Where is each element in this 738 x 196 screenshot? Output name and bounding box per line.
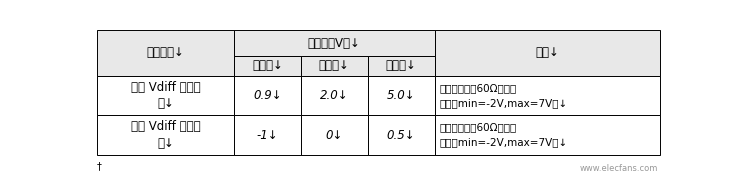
Bar bbox=[234, 115, 301, 155]
Bar bbox=[368, 115, 435, 155]
Text: 2.0↓: 2.0↓ bbox=[320, 89, 348, 102]
Bar bbox=[368, 76, 435, 115]
Text: 显性 Vdiff 输入电: 显性 Vdiff 输入电 bbox=[131, 81, 200, 94]
Bar bbox=[435, 115, 660, 155]
Text: 压↓: 压↓ bbox=[157, 97, 174, 110]
Text: 电压（min=-2V,max=7V）↓: 电压（min=-2V,max=7V）↓ bbox=[439, 138, 568, 148]
Text: 隐性 Vdiff 输入电: 隐性 Vdiff 输入电 bbox=[131, 120, 200, 133]
Bar bbox=[435, 30, 660, 76]
Bar bbox=[234, 56, 301, 76]
Text: 测试値（V）↓: 测试値（V）↓ bbox=[308, 37, 361, 50]
Text: 5.0↓: 5.0↓ bbox=[387, 89, 415, 102]
Bar bbox=[301, 115, 368, 155]
Text: www.elecfans.com: www.elecfans.com bbox=[580, 164, 658, 173]
Text: †: † bbox=[97, 162, 102, 172]
Text: 电压（min=-2V,max=7V）↓: 电压（min=-2V,max=7V）↓ bbox=[439, 98, 568, 108]
Text: 典型値↓: 典型値↓ bbox=[319, 59, 350, 72]
Text: 0↓: 0↓ bbox=[325, 129, 343, 142]
Text: -1↓: -1↓ bbox=[257, 129, 278, 142]
Bar bbox=[301, 56, 368, 76]
Bar bbox=[301, 76, 368, 115]
Text: 最小値↓: 最小値↓ bbox=[252, 59, 283, 72]
Text: 测试参数↓: 测试参数↓ bbox=[146, 46, 184, 59]
Bar bbox=[234, 30, 435, 56]
Text: 0.9↓: 0.9↓ bbox=[253, 89, 282, 102]
Bar bbox=[368, 56, 435, 76]
Text: 条件↓: 条件↓ bbox=[535, 46, 559, 59]
Bar bbox=[435, 76, 660, 115]
Text: 总线负载电阶60Ω，共模: 总线负载电阶60Ω，共模 bbox=[439, 83, 517, 93]
Bar bbox=[97, 76, 234, 115]
Text: 最大値↓: 最大値↓ bbox=[386, 59, 416, 72]
Bar bbox=[97, 115, 234, 155]
Text: 0.5↓: 0.5↓ bbox=[387, 129, 415, 142]
Bar bbox=[97, 30, 234, 76]
Bar bbox=[234, 76, 301, 115]
Text: 总线负载电阶60Ω，共模: 总线负载电阶60Ω，共模 bbox=[439, 122, 517, 132]
Text: 压↓: 压↓ bbox=[157, 137, 174, 150]
